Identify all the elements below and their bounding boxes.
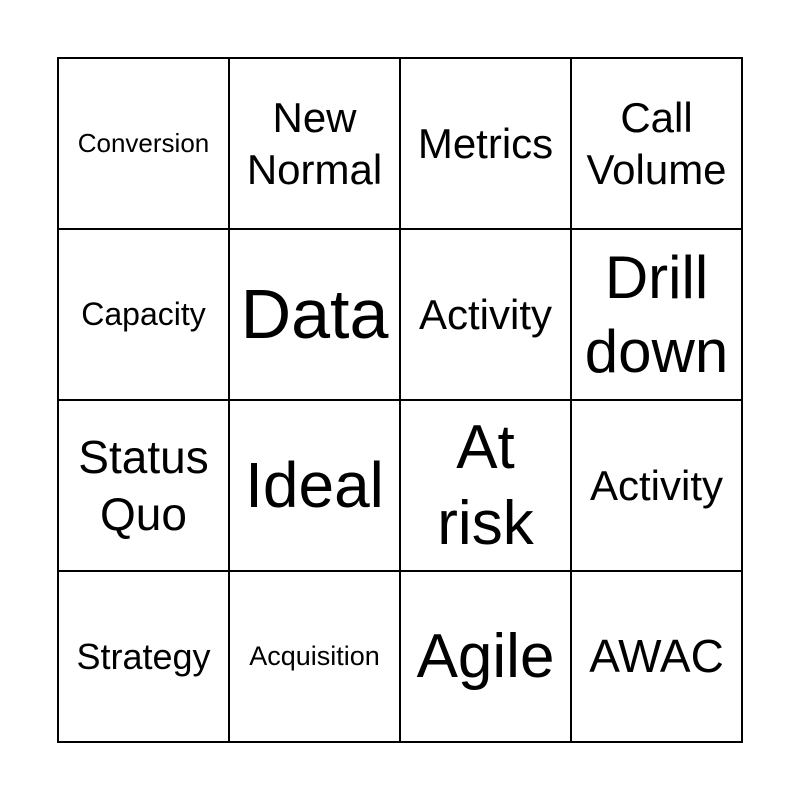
bingo-cell[interactable]: AWAC [571,571,742,742]
bingo-cell[interactable]: Status Quo [58,400,229,571]
bingo-cell[interactable]: Metrics [400,58,571,229]
bingo-cell-label: At risk [437,412,534,558]
bingo-cell[interactable]: Agile [400,571,571,742]
bingo-cell[interactable]: Drill down [571,229,742,400]
bingo-cell[interactable]: Acquisition [229,571,400,742]
bingo-cell[interactable]: Activity [400,229,571,400]
bingo-cell[interactable]: New Normal [229,58,400,229]
bingo-card: Conversion New Normal Metrics Call Volume Ca… [57,57,743,743]
bingo-cell[interactable]: Activity [571,400,742,571]
bingo-cell-label: Agile [416,621,555,691]
bingo-cell-label: Status Quo [78,431,209,540]
bingo-cell-label: Activity [418,290,552,338]
bingo-cell-label: Conversion [77,127,210,158]
bingo-cell[interactable]: At risk [400,400,571,571]
bingo-cell-label: Strategy [76,635,211,677]
bingo-cell-label: Ideal [245,449,384,522]
bingo-cell-label: Drill down [584,244,729,385]
bingo-cell-label: New Normal [246,94,383,193]
bingo-cell-label: Data [240,274,389,353]
bingo-cell[interactable]: Conversion [58,58,229,229]
bingo-cell[interactable]: Data [229,229,400,400]
bingo-cell-label: Activity [589,461,723,509]
bingo-cell-label: Capacity [81,295,206,332]
bingo-cell[interactable]: Ideal [229,400,400,571]
bingo-cell-label: AWAC [589,630,724,683]
bingo-cell-label: Metrics [417,119,554,167]
bingo-cell[interactable]: Capacity [58,229,229,400]
bingo-cell-label: Acquisition [249,641,380,672]
bingo-cell[interactable]: Call Volume [571,58,742,229]
bingo-cell[interactable]: Strategy [58,571,229,742]
bingo-cell-label: Call Volume [586,94,727,193]
